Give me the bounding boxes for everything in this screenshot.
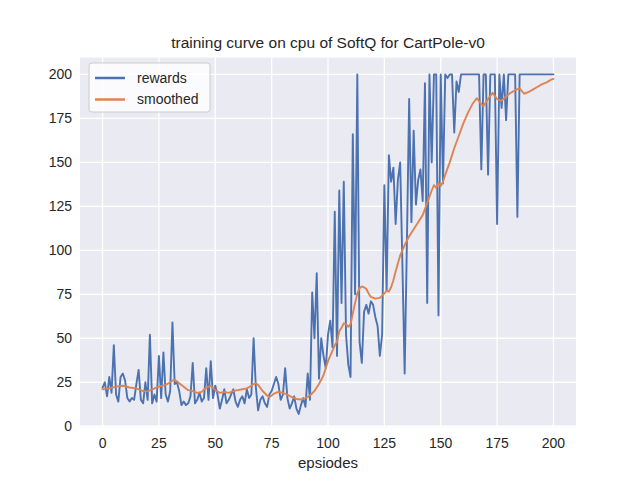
x-tick-label: 75 bbox=[264, 435, 280, 451]
legend: rewards smoothed bbox=[89, 63, 210, 112]
y-tick-label: 100 bbox=[49, 242, 73, 258]
legend-label-rewards: rewards bbox=[137, 70, 187, 86]
legend-label-smoothed: smoothed bbox=[137, 91, 198, 107]
x-tick-label: 150 bbox=[429, 435, 453, 451]
chart-title: training curve on cpu of SoftQ for CartP… bbox=[171, 34, 485, 51]
y-tick-label: 25 bbox=[56, 374, 72, 390]
training-curve-chart: 0 25 50 75 100 125 150 175 200 0 25 50 75 100 125 150 17… bbox=[0, 0, 640, 480]
y-tick-label: 125 bbox=[49, 198, 73, 214]
plot-area: 0 25 50 75 100 125 150 175 200 0 25 50 75 100 125 150 17… bbox=[49, 58, 576, 451]
x-tick-label: 100 bbox=[316, 435, 340, 451]
y-tick-label: 150 bbox=[49, 154, 73, 170]
y-tick-label: 175 bbox=[49, 110, 73, 126]
x-tick-label: 200 bbox=[542, 435, 566, 451]
y-tick-label: 200 bbox=[49, 66, 73, 82]
y-tick-label: 75 bbox=[56, 286, 72, 302]
x-tick-label: 125 bbox=[373, 435, 397, 451]
y-tick-label: 0 bbox=[64, 418, 72, 434]
x-tick-label: 50 bbox=[207, 435, 223, 451]
x-axis-label: epsiodes bbox=[298, 454, 358, 471]
x-tick-label: 175 bbox=[485, 435, 509, 451]
x-tick-label: 0 bbox=[99, 435, 107, 451]
x-tick-label: 25 bbox=[151, 435, 167, 451]
y-tick-label: 50 bbox=[56, 330, 72, 346]
